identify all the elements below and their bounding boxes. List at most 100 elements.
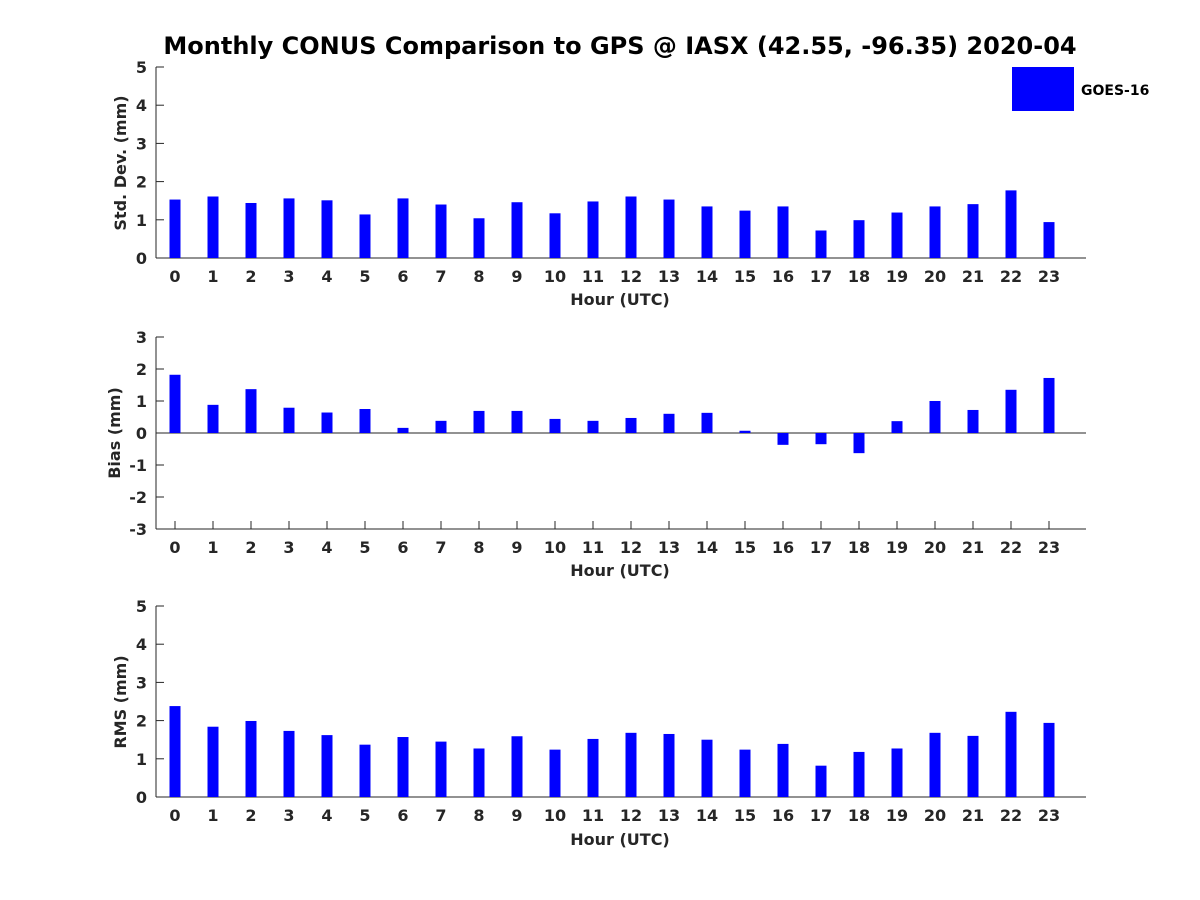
std-dev-y-tick-label: 2 — [136, 173, 147, 192]
rms-bar — [777, 743, 789, 797]
bias-x-tick-label: 1 — [207, 538, 218, 557]
rms-bar — [587, 738, 599, 797]
rms-x-tick-label: 0 — [169, 806, 180, 825]
std-dev-x-tick-label: 7 — [435, 267, 446, 286]
std-dev-x-tick-label: 23 — [1038, 267, 1060, 286]
bias-x-tick-label: 11 — [582, 538, 604, 557]
bias-x-tick-label: 7 — [435, 538, 446, 557]
bias-bar — [663, 413, 675, 433]
rms-x-tick-label: 21 — [962, 806, 984, 825]
bias-bar — [929, 401, 941, 433]
bias-x-tick-label: 12 — [620, 538, 642, 557]
rms-x-tick-label: 14 — [696, 806, 718, 825]
rms-x-tick-label: 1 — [207, 806, 218, 825]
std-dev-x-tick-label: 20 — [924, 267, 946, 286]
rms-x-tick-label: 10 — [544, 806, 566, 825]
std-dev-ylabel: Std. Dev. (mm) — [111, 95, 130, 230]
rms-x-tick-label: 20 — [924, 806, 946, 825]
bias-x-tick-label: 5 — [359, 538, 370, 557]
std-dev-y-tick-label: 3 — [136, 134, 147, 153]
std-dev-bar — [625, 196, 637, 258]
rms-xlabel: Hour (UTC) — [570, 830, 670, 849]
rms-bar — [435, 741, 447, 797]
rms-bar — [207, 726, 219, 797]
bias-x-tick-label: 9 — [511, 538, 522, 557]
rms-bar — [739, 749, 751, 797]
std-dev-bar — [701, 206, 713, 258]
bias-x-tick-label: 16 — [772, 538, 794, 557]
std-dev-y-tick-label: 4 — [136, 96, 147, 115]
bias-bar — [625, 417, 637, 433]
std-dev-bar — [967, 204, 979, 258]
std-dev-x-tick-label: 9 — [511, 267, 522, 286]
rms-x-tick-label: 3 — [283, 806, 294, 825]
bias-bar — [435, 420, 447, 433]
std-dev-x-tick-label: 17 — [810, 267, 832, 286]
rms-bar — [663, 733, 675, 797]
rms-x-tick-label: 17 — [810, 806, 832, 825]
std-dev-x-tick-label: 8 — [473, 267, 484, 286]
bias-x-tick-label: 8 — [473, 538, 484, 557]
std-dev-bar — [1005, 190, 1017, 258]
rms-bar — [967, 735, 979, 797]
std-dev-bar — [207, 196, 219, 258]
bias-bar — [473, 410, 485, 433]
rms-bar — [245, 720, 257, 797]
bias-bar — [359, 409, 371, 433]
bias-y-tick-label: 3 — [136, 328, 147, 347]
rms-bar — [321, 735, 333, 797]
rms-bar — [701, 739, 713, 797]
bias-y-tick-label: -1 — [129, 456, 147, 475]
std-dev-x-tick-label: 5 — [359, 267, 370, 286]
bias-bar — [1043, 377, 1055, 433]
bias-x-tick-label: 22 — [1000, 538, 1022, 557]
bias-bar — [891, 421, 903, 433]
rms-x-tick-label: 12 — [620, 806, 642, 825]
rms-ylabel: RMS (mm) — [111, 655, 130, 748]
std-dev-bar — [929, 206, 941, 258]
std-dev-bar — [663, 199, 675, 258]
bias-bar — [511, 410, 523, 433]
bias-bar — [549, 418, 561, 433]
bias-x-tick-label: 13 — [658, 538, 680, 557]
bias-x-tick-label: 15 — [734, 538, 756, 557]
std-dev-bar — [169, 199, 181, 258]
std-dev-bar — [435, 204, 447, 258]
bias-x-tick-label: 23 — [1038, 538, 1060, 557]
bias-x-tick-label: 6 — [397, 538, 408, 557]
bias-y-tick-label: -2 — [129, 488, 147, 507]
std-dev-y-tick-label: 0 — [136, 249, 147, 268]
bias-x-tick-label: 18 — [848, 538, 870, 557]
bias-bar — [587, 420, 599, 433]
rms-x-tick-label: 7 — [435, 806, 446, 825]
rms-x-tick-label: 9 — [511, 806, 522, 825]
bias-x-tick-label: 0 — [169, 538, 180, 557]
rms-bar — [511, 736, 523, 797]
rms-bar — [473, 748, 485, 797]
rms-bar — [397, 737, 409, 797]
rms-y-tick-label: 2 — [136, 712, 147, 731]
std-dev-bar — [891, 212, 903, 258]
bias-bar — [853, 433, 865, 454]
std-dev-bar — [549, 213, 561, 258]
bias-xlabel: Hour (UTC) — [570, 561, 670, 580]
std-dev-x-tick-label: 18 — [848, 267, 870, 286]
rms-x-tick-label: 22 — [1000, 806, 1022, 825]
rms-bar — [283, 730, 295, 797]
std-dev-bar — [853, 220, 865, 258]
rms-y-tick-label: 4 — [136, 635, 147, 654]
rms-x-tick-label: 13 — [658, 806, 680, 825]
bias-ylabel: Bias (mm) — [105, 387, 124, 479]
std-dev-x-tick-label: 14 — [696, 267, 718, 286]
rms-x-tick-label: 16 — [772, 806, 794, 825]
rms-x-tick-label: 6 — [397, 806, 408, 825]
bias-x-tick-label: 10 — [544, 538, 566, 557]
legend-swatch — [1012, 67, 1074, 111]
bias-bar — [701, 412, 713, 433]
bias-y-tick-label: -3 — [129, 520, 147, 539]
rms-x-tick-label: 4 — [321, 806, 332, 825]
rms-y-tick-label: 1 — [136, 750, 147, 769]
std-dev-x-tick-label: 19 — [886, 267, 908, 286]
rms-y-tick-label: 0 — [136, 788, 147, 807]
